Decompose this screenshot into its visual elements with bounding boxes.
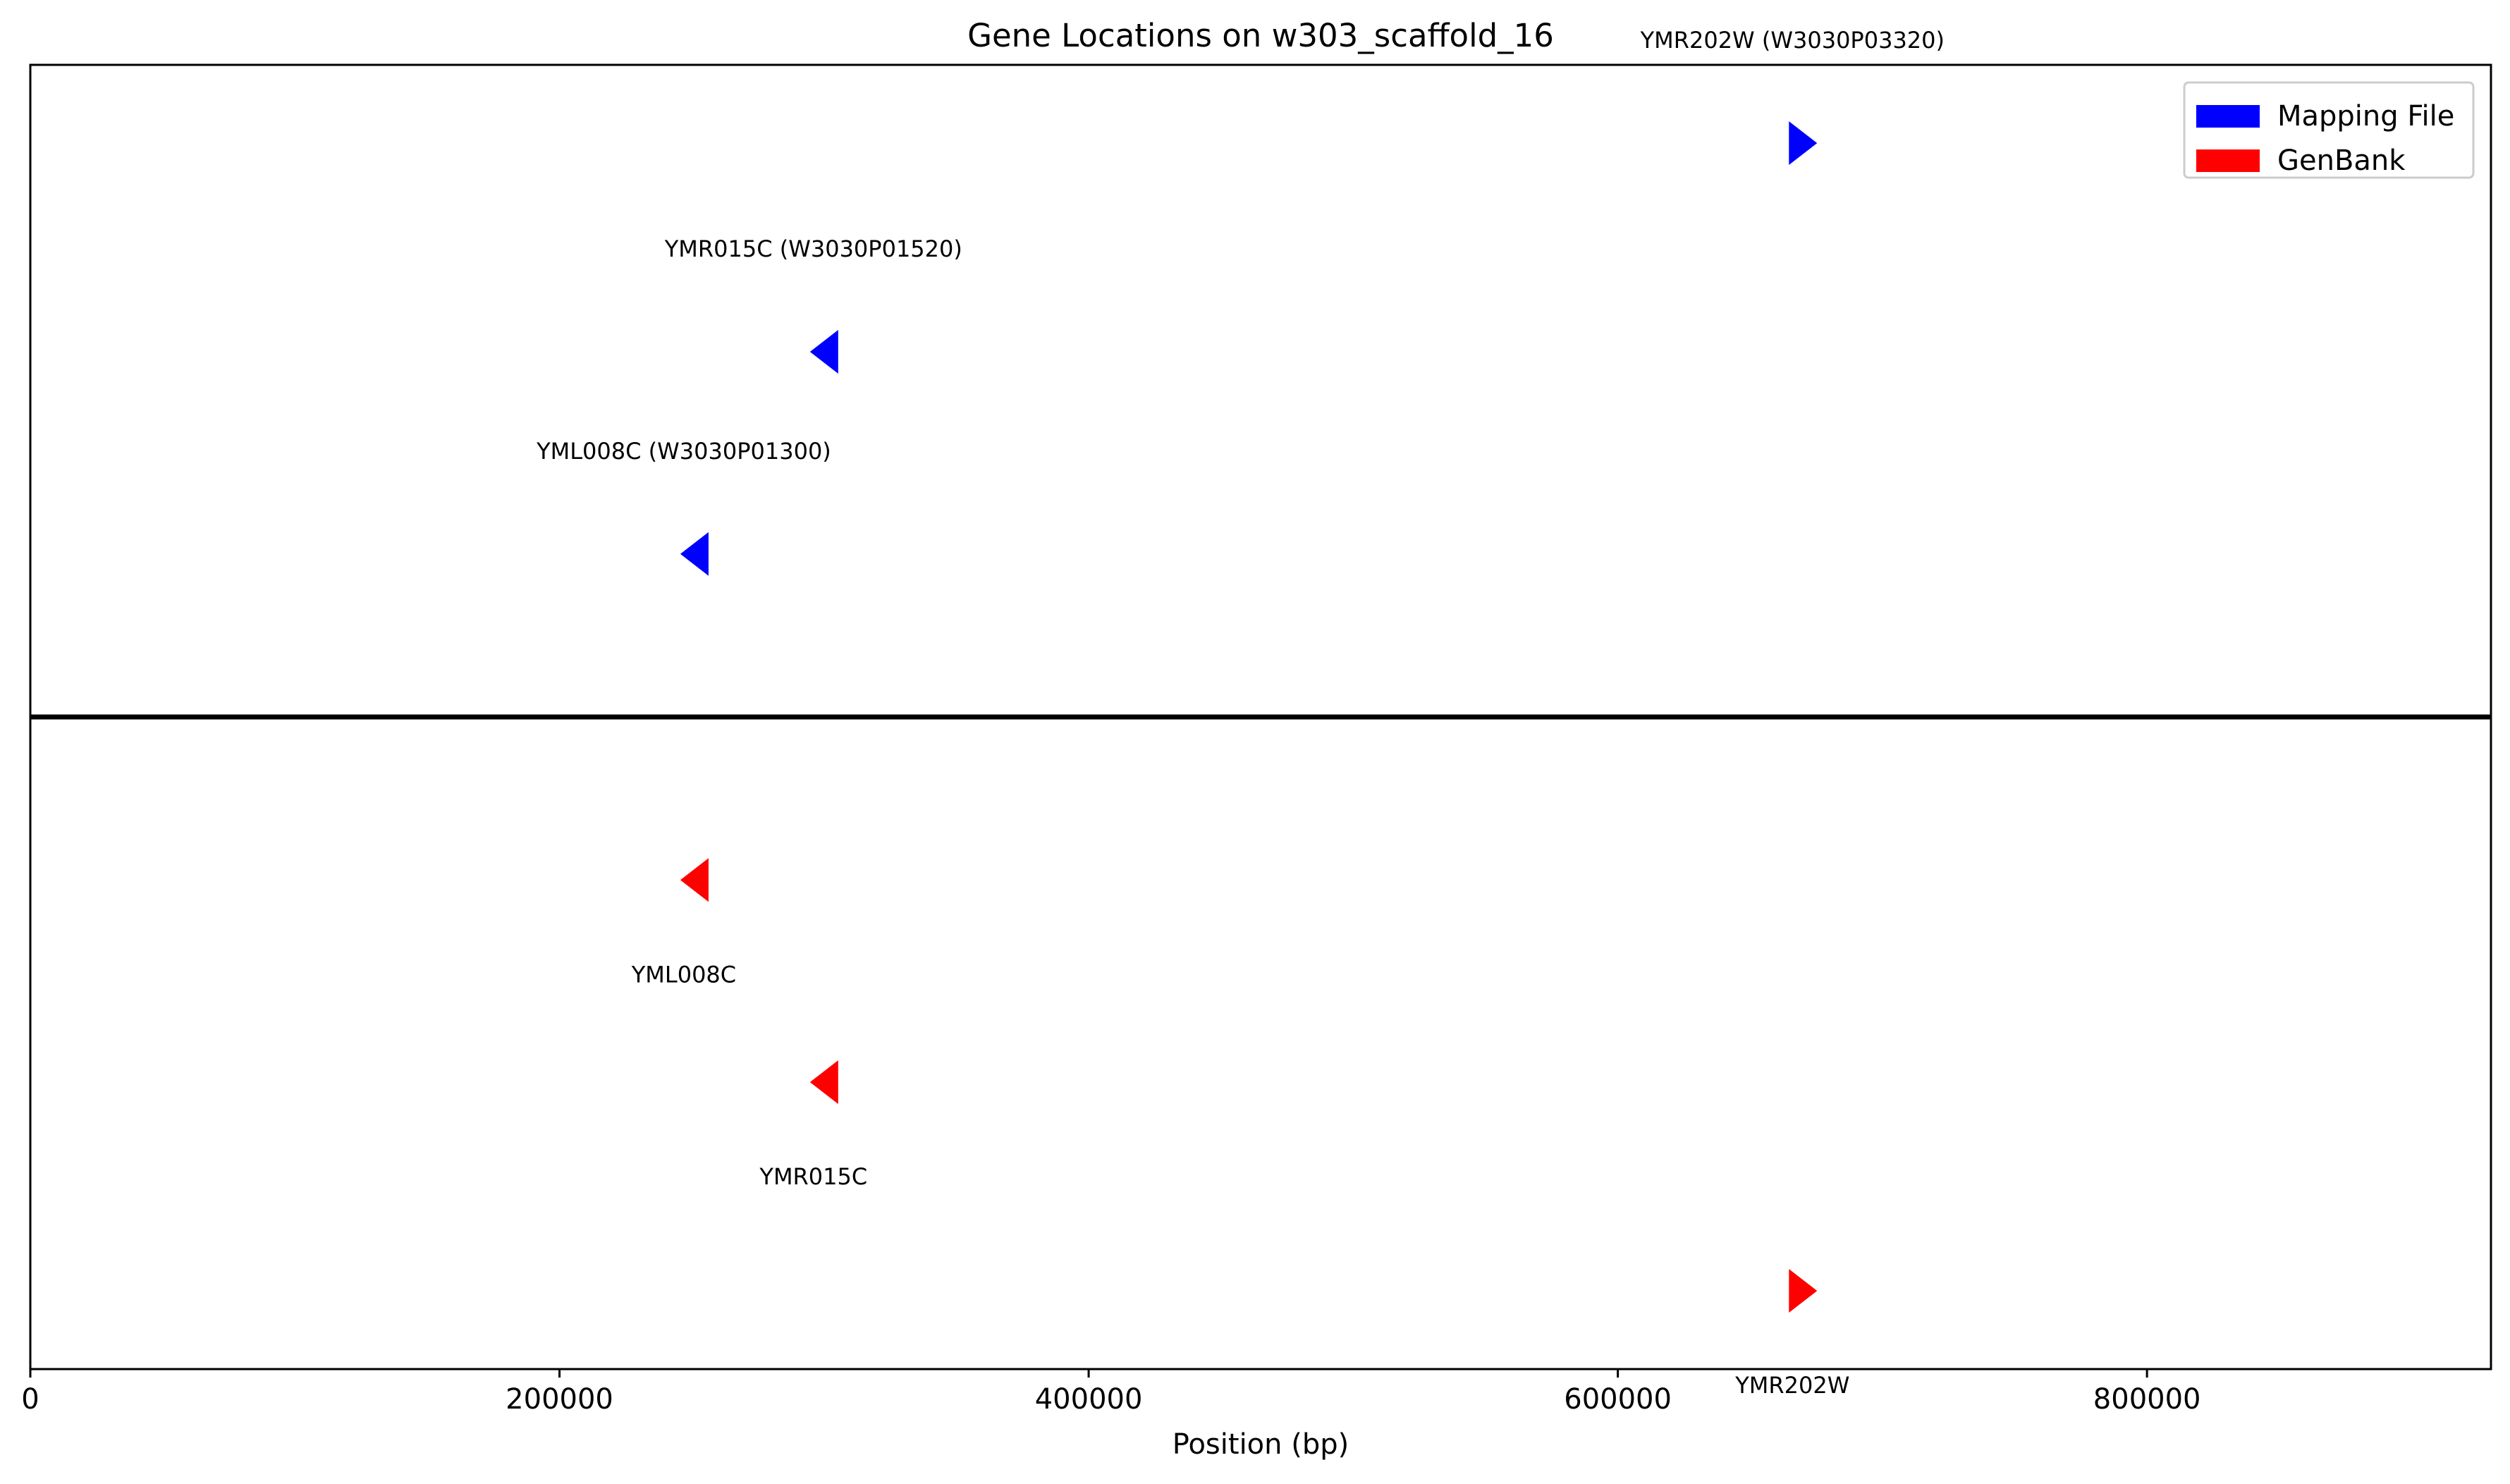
genbank-gene-label: YMR015C — [759, 1163, 867, 1190]
x-tick-label: 800000 — [2093, 1383, 2201, 1416]
x-axis-label: Position (bp) — [1173, 1428, 1349, 1461]
genbank-gene-label: YMR202W — [1734, 1372, 1849, 1399]
genbank-marker — [809, 1060, 838, 1104]
mapping-file-marker — [1789, 121, 1818, 165]
x-axis: 0 200000 400000 600000 800000 — [21, 1369, 2201, 1416]
legend-swatch — [2196, 105, 2260, 128]
gene-labels: YMR202W (W3030P03320) YMR015C (W3030P0152… — [536, 27, 1945, 1399]
genbank-gene-label: YML008C — [631, 961, 736, 988]
gene-markers — [680, 121, 1818, 1313]
genbank-marker — [1789, 1269, 1818, 1313]
mapping-file-marker — [680, 532, 709, 576]
legend-swatch — [2196, 149, 2260, 172]
chart-title: Gene Locations on w303_scaffold_16 — [967, 17, 1554, 54]
x-tick-label: 400000 — [1035, 1383, 1143, 1416]
mapping-file-marker — [809, 330, 838, 374]
genbank-marker — [680, 858, 709, 902]
mapping-file-gene-label: YML008C (W3030P01300) — [536, 438, 831, 465]
x-tick-label: 200000 — [506, 1383, 613, 1416]
mapping-file-gene-label: YMR015C (W3030P01520) — [664, 235, 962, 262]
legend-label: Mapping File — [2277, 100, 2454, 133]
legend-label: GenBank — [2277, 145, 2406, 177]
x-tick-label: 0 — [21, 1383, 39, 1416]
x-tick-label: 600000 — [1564, 1383, 1672, 1416]
legend: Mapping File GenBank — [2183, 81, 2475, 179]
mapping-file-gene-label: YMR202W (W3030P03320) — [1640, 27, 1945, 54]
